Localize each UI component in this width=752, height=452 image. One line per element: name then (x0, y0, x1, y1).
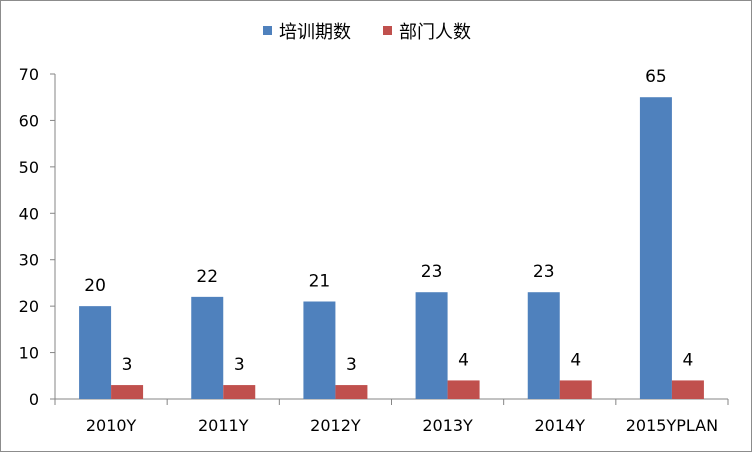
y-tick-label: 70 (19, 65, 39, 84)
bar (191, 296, 224, 399)
data-label: 21 (309, 272, 331, 292)
bar (79, 306, 112, 399)
y-tick-label: 30 (19, 251, 39, 270)
bar (447, 380, 480, 399)
bar (335, 385, 368, 399)
legend-swatch (383, 26, 392, 35)
x-axis: 2010Y 2011Y 2012Y 2013Y 2014Y 2015YPLAN (54, 398, 729, 435)
data-label: 23 (533, 262, 555, 282)
x-tick-label: 2011Y (198, 416, 249, 435)
x-tick-label: 2012Y (310, 416, 361, 435)
bar (111, 385, 144, 399)
data-label: 3 (122, 355, 133, 375)
x-tick-label: 2014Y (535, 416, 586, 435)
bars (79, 97, 704, 399)
bar (559, 380, 592, 399)
y-tick-label: 10 (19, 344, 39, 363)
data-label: 22 (196, 267, 218, 287)
y-tick-label: 60 (19, 111, 39, 130)
y-tick-label: 20 (19, 297, 39, 316)
data-label: 4 (570, 350, 581, 370)
data-label: 23 (421, 262, 443, 282)
data-label: 3 (234, 355, 245, 375)
data-labels: 20 22 21 23 23 65 3 3 3 4 4 4 (84, 67, 693, 375)
data-label: 20 (84, 276, 106, 296)
x-tick-label: 2010Y (86, 416, 137, 435)
x-tick-label: 2013Y (422, 416, 473, 435)
data-label: 4 (458, 350, 469, 370)
legend-swatch (263, 26, 272, 35)
data-label: 4 (683, 350, 694, 370)
y-tick-label: 40 (19, 204, 39, 223)
legend-label: 培训期数 (279, 22, 351, 43)
legend: 培训期数 部门人数 (263, 22, 471, 43)
legend-label: 部门人数 (399, 22, 471, 43)
bar (415, 292, 448, 399)
data-label: 65 (645, 67, 667, 87)
bar (671, 380, 704, 399)
bar (223, 385, 256, 399)
y-axis: 0 10 20 30 40 50 60 70 (19, 65, 56, 409)
data-label: 3 (346, 355, 357, 375)
bar (303, 301, 336, 399)
y-tick-label: 50 (19, 158, 39, 177)
bar (639, 97, 672, 399)
y-tick-label: 0 (29, 390, 39, 409)
bar (527, 292, 560, 399)
x-tick-label: 2015YPLAN (626, 416, 718, 435)
